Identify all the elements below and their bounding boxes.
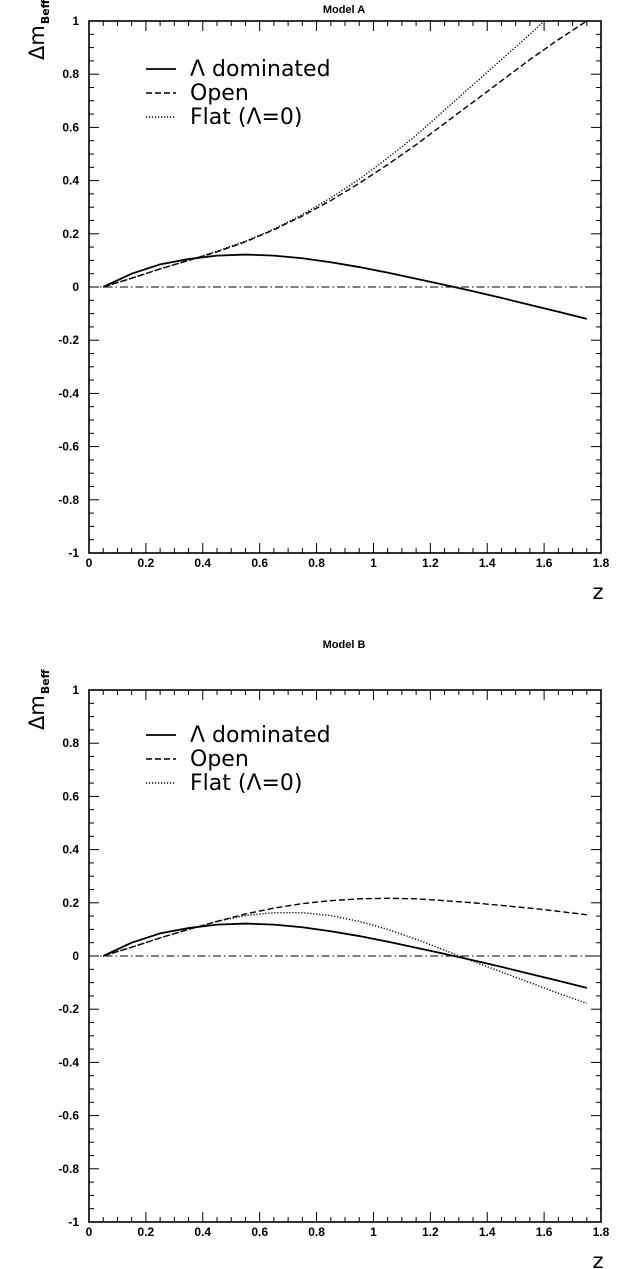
y-tick-label: 0.4 [62, 174, 79, 188]
x-tick-label: 1.8 [593, 556, 610, 570]
y-tick-label: -0.6 [58, 440, 79, 454]
x-tick-label: 1.6 [536, 556, 553, 570]
x-tick-label: 1.2 [422, 1225, 439, 1239]
legend-label: Λ dominated [190, 57, 331, 82]
x-tick-label: 1 [370, 1225, 377, 1239]
series-line-1 [103, 21, 588, 288]
chart-title: Model A [323, 4, 365, 16]
legend-label: Open [190, 81, 249, 106]
svg-text:ΔmBeff: ΔmBeff [25, 669, 52, 730]
x-axis-label: z [592, 1249, 603, 1269]
x-tick-label: 0 [86, 1225, 93, 1239]
y-tick-label: 1 [72, 683, 79, 697]
series-line-2 [103, 911, 588, 1005]
y-tick-label: -0.4 [58, 1055, 79, 1069]
y-tick-label: -0.2 [58, 1002, 79, 1016]
x-tick-label: 1.4 [479, 556, 496, 570]
y-axis-label: ΔmBeff [25, 669, 52, 730]
y-tick-label: -0.6 [58, 1109, 79, 1123]
legend-label: Flat (Λ=0) [190, 105, 303, 130]
y-tick-label: -0.8 [58, 1162, 79, 1176]
x-tick-label: 0.6 [251, 1225, 268, 1239]
x-tick-label: 0.2 [138, 1225, 155, 1239]
y-axis-label: ΔmBeff [25, 0, 52, 60]
y-tick-label: 0 [72, 949, 79, 963]
x-tick-label: 0.6 [251, 556, 268, 570]
svg-text:ΔmBeff: ΔmBeff [25, 0, 52, 60]
y-tick-label: -0.4 [58, 386, 79, 400]
chart-model-b: Model B ΔmBeff z 0 0.2 0.4 0.6 0.8 1 1.2 1.4 1.6… [25, 639, 610, 1269]
y-tick-label: 0.2 [62, 896, 79, 910]
y-tick-label: -0.8 [58, 493, 79, 507]
y-tick-label: 0 [72, 280, 79, 294]
chart-model-a: Model A ΔmBeff z 0 0.2 0.4 0.6 0.8 1 1.2 1.4 1.6… [25, 0, 610, 604]
x-tick-label: 1.6 [536, 1225, 553, 1239]
legend-label: Flat (Λ=0) [190, 771, 303, 796]
y-tick-label: 0.8 [62, 67, 79, 81]
y-tick-label: 1 [72, 14, 79, 28]
x-tick-label: 0.8 [308, 1225, 325, 1239]
y-tick-label: -1 [68, 546, 79, 560]
y-tick-label: -1 [68, 1215, 79, 1229]
legend-label: Open [190, 747, 249, 772]
y-tick-label: 0.8 [62, 736, 79, 750]
y-tick-label: 0.6 [62, 120, 79, 134]
y-tick-label: -0.2 [58, 333, 79, 347]
x-tick-label: 1 [370, 556, 377, 570]
y-tick-label: 0.4 [62, 843, 79, 857]
series-line-0 [102, 922, 588, 989]
x-tick-label: 0.2 [138, 556, 155, 570]
series-line-1 [103, 897, 587, 957]
series-line-0 [102, 253, 588, 320]
x-tick-label: 0.4 [194, 556, 211, 570]
x-tick-label: 1.8 [593, 1225, 610, 1239]
y-tick-label: 0.2 [62, 227, 79, 241]
legend-label: Λ dominated [190, 723, 331, 748]
x-tick-label: 0.4 [194, 1225, 211, 1239]
y-tick-label: 0.6 [62, 789, 79, 803]
x-tick-label: 1.2 [422, 556, 439, 570]
x-axis-label: z [592, 580, 603, 604]
x-tick-label: 0 [86, 556, 93, 570]
chart-title: Model B [323, 639, 366, 651]
x-tick-label: 0.8 [308, 556, 325, 570]
x-tick-label: 1.4 [479, 1225, 496, 1239]
